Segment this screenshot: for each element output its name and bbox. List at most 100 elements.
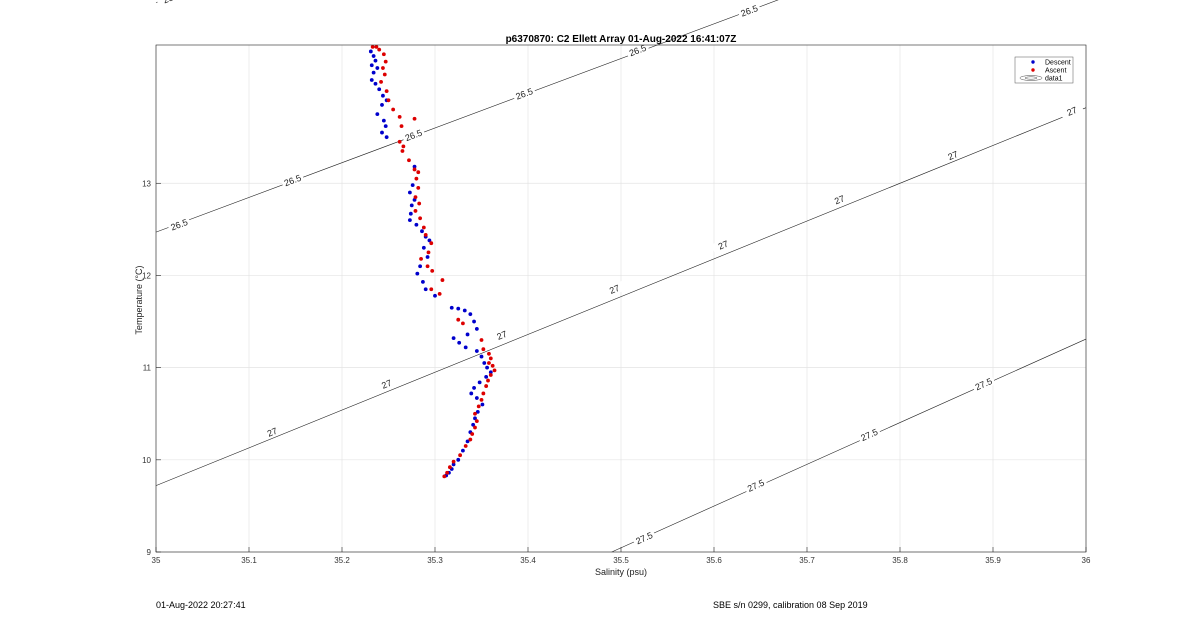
footer-timestamp: 01-Aug-2022 20:27:41 <box>156 600 246 610</box>
contour-line-2 <box>155 107 1087 486</box>
x-axis-ticks: 35 35.1 35.2 35.3 35.4 35.5 35.6 35.7 35.8 35.9 36 <box>152 547 1091 565</box>
ascent-point <box>383 59 388 64</box>
descent-point <box>409 203 414 208</box>
chart-title: p6370870: C2 Ellett Array 01-Aug-2022 16… <box>506 34 737 45</box>
x-tick-label: 35.7 <box>799 556 815 565</box>
descent-point <box>449 305 454 310</box>
ascent-point <box>374 44 379 49</box>
ascent-point <box>400 149 405 153</box>
descent-point <box>462 308 467 313</box>
ascent-point <box>487 351 491 356</box>
contour-label: 27 <box>946 149 959 162</box>
contour-label-bg <box>743 476 768 495</box>
ascent-point <box>473 425 477 430</box>
ascent-point <box>399 124 404 129</box>
descent-point <box>369 78 374 82</box>
contour-label-bg <box>737 2 762 20</box>
descent-point <box>451 336 456 341</box>
contour-label: 27 <box>833 193 846 206</box>
ascent-point <box>412 116 417 121</box>
ascent-point <box>476 404 481 409</box>
descent-point <box>475 409 480 414</box>
descent-point <box>371 54 376 58</box>
x-axis-label: Salinity (psu) <box>595 567 647 577</box>
y-tick-label: 9 <box>147 548 152 557</box>
descent-point <box>371 70 376 75</box>
ascent-point <box>425 264 430 269</box>
descent-point <box>473 416 477 421</box>
ascent-point <box>382 72 387 77</box>
x-tick-label: 35.4 <box>520 556 536 565</box>
descent-point <box>471 422 476 427</box>
descent-point <box>477 380 482 385</box>
ascent-point <box>479 398 484 402</box>
y-tick-label: 12 <box>142 271 151 280</box>
ascent-point <box>479 338 484 342</box>
descent-point <box>418 264 423 269</box>
descent-point <box>420 229 424 234</box>
contour-label-bg <box>260 423 285 441</box>
ascent-point <box>492 368 497 373</box>
ascent-point <box>407 158 411 163</box>
ascent-point <box>437 291 442 296</box>
contour-label-bg <box>632 529 657 548</box>
contour-label-bg <box>489 326 515 345</box>
descent-point <box>407 190 412 195</box>
ascent-point <box>416 185 421 190</box>
descent-point <box>407 218 412 223</box>
descent-point <box>474 349 479 353</box>
y-tick-label: 10 <box>142 456 151 465</box>
contour-label-bg <box>711 236 736 254</box>
ascent-point <box>423 232 428 237</box>
contour-line-1 <box>155 0 779 233</box>
ascent-point <box>429 241 434 246</box>
legend-label-descent: Descent <box>1045 60 1071 67</box>
ascent-point <box>377 47 382 52</box>
ascent-point <box>440 278 445 282</box>
x-tick-label: 35.9 <box>985 556 1001 565</box>
contour-label-bg <box>625 41 650 60</box>
x-tick-label: 35.1 <box>241 556 257 565</box>
descent-point <box>412 164 417 169</box>
legend-marker-descent <box>1031 60 1035 64</box>
ascent-point <box>397 139 402 144</box>
x-tick-label: 35.2 <box>334 556 350 565</box>
descent-point <box>381 93 385 98</box>
ascent-point <box>486 378 490 383</box>
descent-point <box>485 365 489 370</box>
ascent-point <box>451 459 456 464</box>
ascent-point <box>468 437 473 442</box>
descent-point <box>482 361 487 365</box>
descent-point <box>380 130 384 135</box>
x-tick-label: 35.8 <box>892 556 908 565</box>
data-points <box>368 44 497 479</box>
contour-label-bg <box>971 375 996 394</box>
ascent-point <box>487 361 491 365</box>
descent-point <box>480 402 485 407</box>
ascent-point <box>379 79 383 84</box>
ascent-point <box>397 115 402 119</box>
legend-marker-data1 <box>1019 75 1043 81</box>
ascent-point <box>419 256 423 261</box>
descent-point <box>375 112 380 117</box>
descent-point <box>474 327 479 331</box>
ascent-point <box>386 98 391 103</box>
descent-point <box>410 183 415 188</box>
descent-point <box>425 255 430 259</box>
ascent-point <box>384 89 389 93</box>
y-axis-ticks: 9 10 11 12 13 <box>142 179 161 557</box>
descent-point <box>377 87 382 92</box>
descent-point <box>457 340 462 345</box>
descent-point <box>465 439 470 444</box>
contour-label-bg <box>602 280 627 299</box>
ascent-point <box>481 391 486 396</box>
contour-label-bg <box>374 375 399 394</box>
descent-point <box>408 211 413 216</box>
ascent-point <box>413 195 418 200</box>
descent-point <box>456 457 461 462</box>
descent-point <box>433 293 437 298</box>
descent-point <box>375 66 380 70</box>
x-tick-label: 35.6 <box>706 556 722 565</box>
contour-label: 27 <box>717 239 730 252</box>
